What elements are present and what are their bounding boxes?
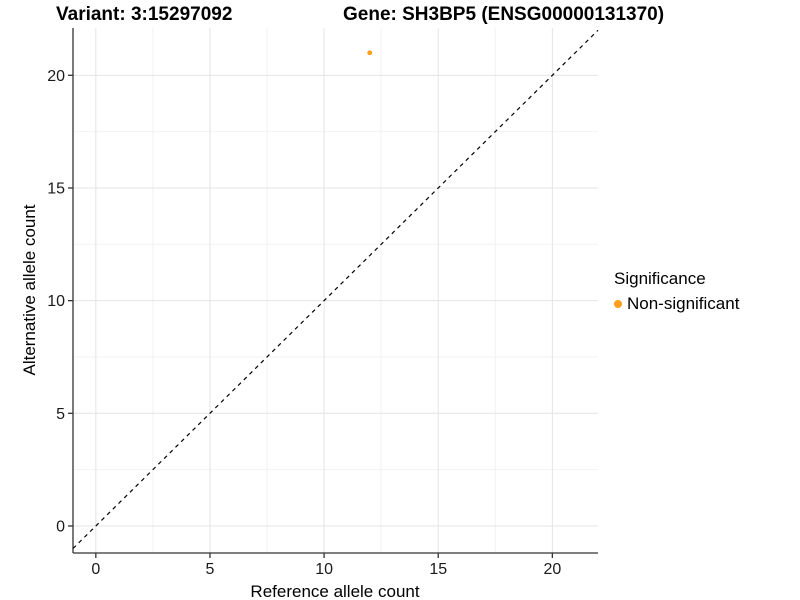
legend: Significance Non-significant <box>614 269 739 314</box>
x-tick-label: 20 <box>543 561 561 578</box>
x-axis-title: Reference allele count <box>250 582 420 600</box>
legend-point-swatch-icon <box>614 299 622 308</box>
x-tick-label: 5 <box>206 561 215 578</box>
gene-title: Gene: SH3BP5 (ENSG00000131370) <box>343 4 665 25</box>
y-tick-label: 5 <box>56 406 65 423</box>
y-tick-label: 0 <box>56 518 65 535</box>
y-tick-label: 10 <box>47 293 65 310</box>
data-point <box>367 50 373 56</box>
legend-entry: Non-significant <box>614 293 739 314</box>
variant-title: Variant: 3:15297092 <box>56 4 233 25</box>
identity-line <box>72 29 599 549</box>
x-tick-label: 15 <box>429 561 447 578</box>
legend-title: Significance <box>614 269 706 288</box>
y-tick-label: 20 <box>47 68 65 85</box>
x-tick-label: 0 <box>91 561 100 578</box>
y-tick-label: 15 <box>47 180 65 197</box>
x-tick-label: 10 <box>315 561 333 578</box>
y-axis-title: Alternative allele count <box>20 204 39 376</box>
legend-entry-label: Non-significant <box>627 294 740 313</box>
